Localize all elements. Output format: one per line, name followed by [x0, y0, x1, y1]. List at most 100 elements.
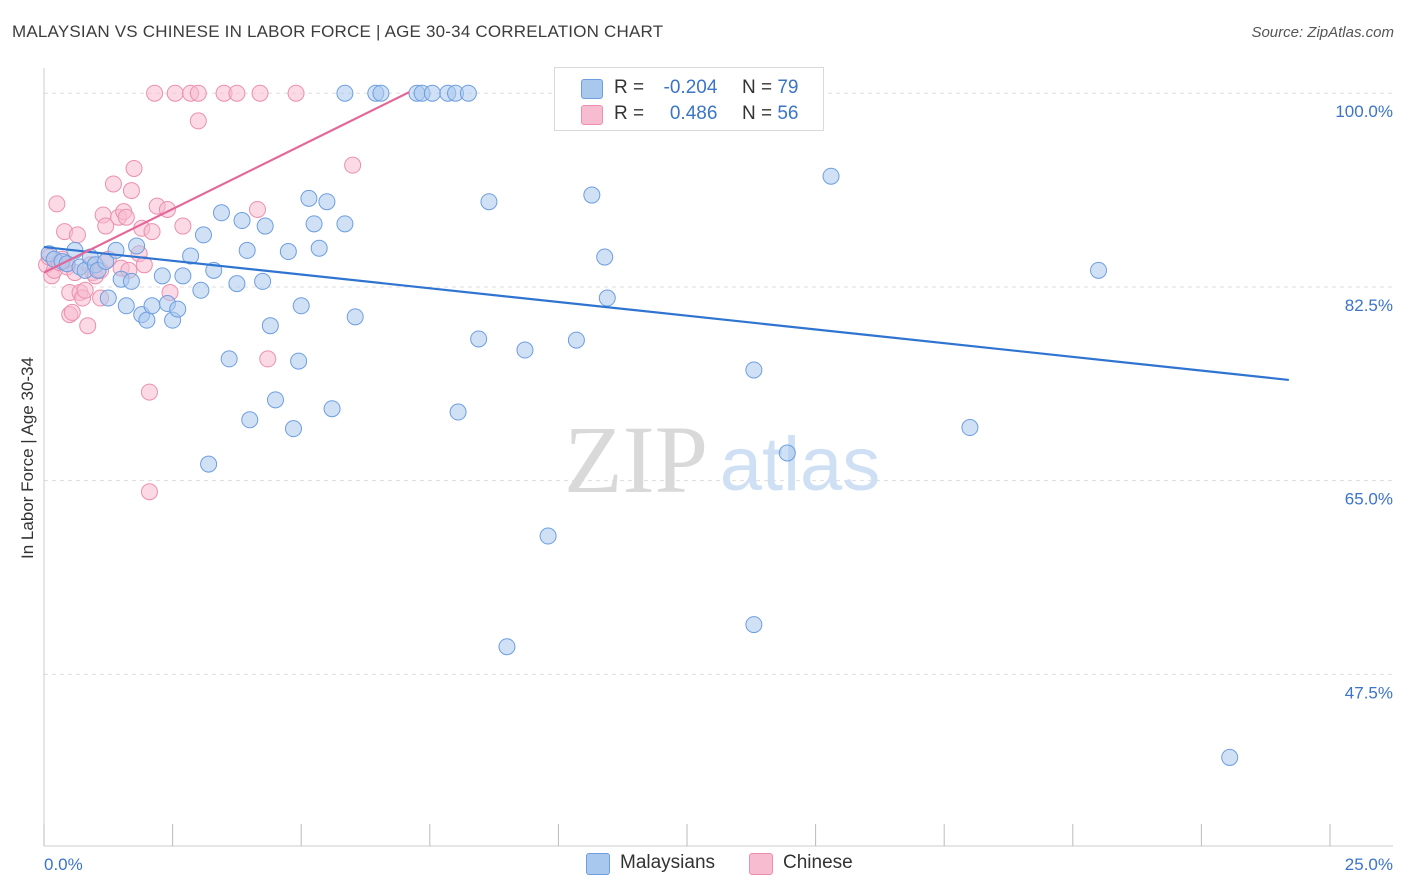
chinese-point — [104, 175, 122, 193]
bottom-legend-label: Chinese — [783, 852, 853, 873]
malaysian-point — [138, 311, 156, 329]
malaysian-point — [256, 217, 274, 235]
chinese-point — [166, 84, 184, 102]
y-tick-label: 47.5% — [1345, 683, 1393, 702]
chinese-point — [63, 303, 81, 321]
malaysian-point — [169, 300, 187, 318]
malaysian-point — [220, 350, 238, 368]
malaysian-point — [238, 241, 256, 259]
chinese-point — [259, 350, 277, 368]
chinese-point — [140, 483, 158, 501]
chinese-point — [228, 84, 246, 102]
malaysian-point — [182, 247, 200, 265]
malaysian-point — [143, 297, 161, 315]
chinese-point — [174, 217, 192, 235]
source-label: Source: ZipAtlas.com — [1251, 24, 1394, 41]
legend-r-value: -0.204 — [663, 77, 718, 98]
malaysian-point — [284, 420, 302, 438]
malaysian-point — [423, 84, 441, 102]
bottom-legend-label: Malaysians — [620, 852, 716, 873]
malaysian-point — [153, 267, 171, 285]
malaysian-point — [117, 297, 135, 315]
malaysian-point — [290, 352, 308, 370]
malaysian-point — [323, 400, 341, 418]
malaysian-trend-line — [43, 245, 1289, 382]
legend-n-label: N = — [741, 77, 773, 98]
malaysian-point — [99, 289, 117, 307]
malaysian-point — [228, 275, 246, 293]
chart-title: MALAYSIAN VS CHINESE IN LABOR FORCE | AG… — [12, 22, 664, 41]
chinese-point — [344, 156, 362, 174]
correlation-legend: R = -0.204 N = 79 R = 0.486 N = 56 — [554, 67, 824, 131]
malaysian-point — [778, 444, 796, 462]
chinese-point — [117, 208, 135, 226]
malaysian-point — [305, 215, 323, 233]
malaysian-point — [292, 297, 310, 315]
malaysian-point — [539, 527, 557, 545]
chinese-point — [140, 383, 158, 401]
malaysian-point — [961, 419, 979, 437]
chinese-point — [287, 84, 305, 102]
malaysian-point — [261, 317, 279, 335]
malaysian-point — [300, 189, 318, 207]
malaysian-point — [745, 616, 763, 634]
chinese-point — [79, 317, 97, 335]
chinese-point — [189, 84, 207, 102]
watermark-atlas: atlas — [720, 422, 881, 507]
legend-r-label: R = — [614, 77, 645, 98]
malaysian-point — [212, 204, 230, 222]
y-axis-title: In Labor Force | Age 30-34 — [18, 357, 37, 559]
watermark: ZIP atlas — [564, 406, 880, 513]
malaysian-point — [233, 212, 251, 230]
malaysian-point — [346, 308, 364, 326]
legend-r-label: R = — [614, 103, 645, 124]
malaysian-point — [254, 272, 272, 290]
malaysian-point — [266, 391, 284, 409]
malaysian-point — [279, 243, 297, 261]
y-tick-label: 65.0% — [1345, 490, 1393, 509]
malaysian-point — [194, 226, 212, 244]
y-tick-label: 100.0% — [1335, 102, 1393, 121]
malaysian-point — [200, 455, 218, 473]
chinese-point — [125, 159, 143, 177]
chinese-point — [68, 226, 86, 244]
chinese-point — [146, 84, 164, 102]
x-tick-label: 0.0% — [44, 855, 83, 874]
legend-swatch-blue — [581, 79, 603, 99]
legend-swatch-pink — [581, 105, 603, 125]
chinese-point — [122, 182, 140, 200]
chinese-point — [248, 200, 266, 218]
malaysian-point — [1090, 261, 1108, 279]
tick-labels: 100.0% 82.5% 65.0% 47.5% 0.0% 25.0% — [44, 102, 1393, 874]
malaysian-point — [480, 193, 498, 211]
malaysian-point — [174, 267, 192, 285]
malaysian-point — [449, 403, 467, 421]
legend-n-label: N = — [741, 103, 773, 124]
chinese-point — [189, 112, 207, 130]
chinese-point — [251, 84, 269, 102]
chinese-trend-line — [43, 91, 410, 274]
chinese-point — [48, 195, 66, 213]
grid-lines — [44, 92, 1393, 675]
malaysian-point — [192, 281, 210, 299]
malaysian-point — [470, 330, 488, 348]
malaysian-point — [567, 331, 585, 349]
bottom-legend-swatch-pink — [749, 853, 773, 875]
malaysian-point — [241, 411, 259, 429]
legend-r-value: 0.486 — [669, 103, 718, 124]
legend-n-value: 79 — [777, 77, 799, 98]
x-tick-label: 25.0% — [1345, 855, 1393, 874]
malaysian-point — [1221, 748, 1239, 766]
malaysian-point — [336, 215, 354, 233]
malaysian-point — [310, 239, 328, 257]
legend-n-value: 56 — [777, 103, 799, 124]
chinese-point — [97, 217, 115, 235]
malaysian-point — [596, 248, 614, 266]
axes — [43, 68, 1393, 847]
malaysian-point — [516, 341, 534, 359]
malaysian-point — [128, 237, 146, 255]
malaysian-point — [498, 638, 516, 656]
trend-lines — [43, 91, 1289, 382]
malaysian-point — [459, 84, 477, 102]
